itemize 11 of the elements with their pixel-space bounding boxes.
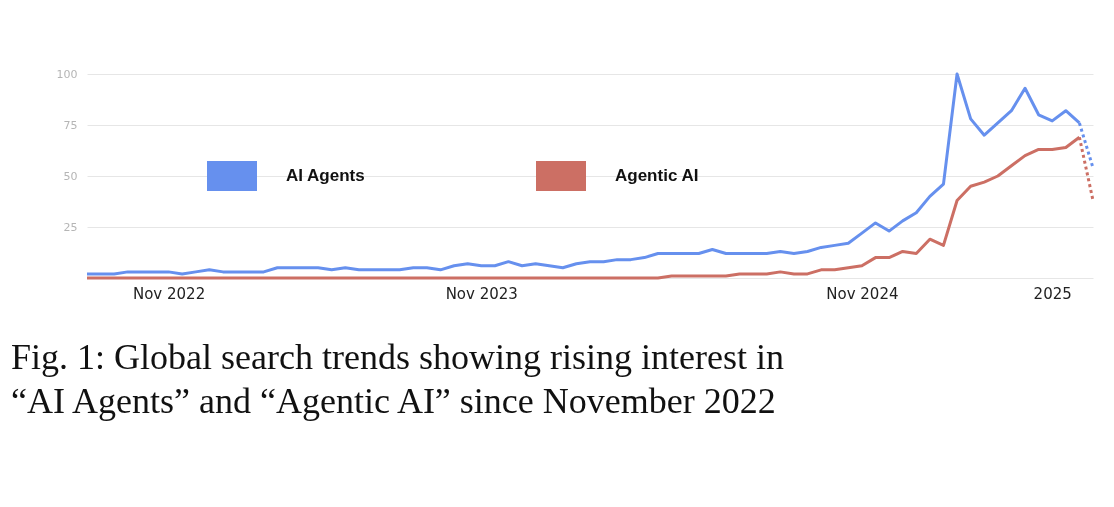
x-tick-label: 2025 bbox=[1033, 284, 1072, 303]
y-tick-label: 75 bbox=[63, 118, 78, 132]
y-tick-label: 50 bbox=[63, 169, 78, 183]
legend-label: AI Agents bbox=[286, 166, 365, 185]
y-tick-label: 100 bbox=[56, 67, 78, 81]
y-tick-label: 25 bbox=[63, 220, 78, 234]
x-tick-label: Nov 2024 bbox=[826, 284, 899, 303]
legend-label: Agentic AI bbox=[615, 166, 699, 185]
x-tick-label: Nov 2022 bbox=[132, 284, 206, 303]
caption: Fig. 1: Global search trends showing rising interest in “AI Agents” and “Agentic AI” since November 2022 bbox=[11, 337, 784, 421]
x-tick-label: Nov 2023 bbox=[445, 284, 518, 303]
